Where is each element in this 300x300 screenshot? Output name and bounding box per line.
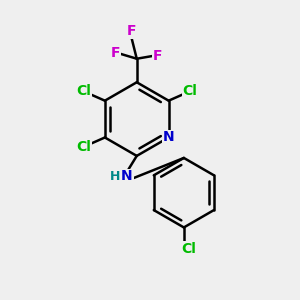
Text: Cl: Cl	[76, 84, 91, 98]
Text: F: F	[127, 24, 136, 38]
Text: F: F	[111, 46, 120, 60]
Text: F: F	[153, 49, 162, 63]
Text: N: N	[121, 169, 133, 184]
Text: N: N	[163, 130, 174, 145]
Text: Cl: Cl	[76, 140, 91, 154]
Text: Cl: Cl	[182, 242, 196, 256]
Text: Cl: Cl	[182, 84, 197, 98]
Text: H: H	[110, 170, 120, 183]
